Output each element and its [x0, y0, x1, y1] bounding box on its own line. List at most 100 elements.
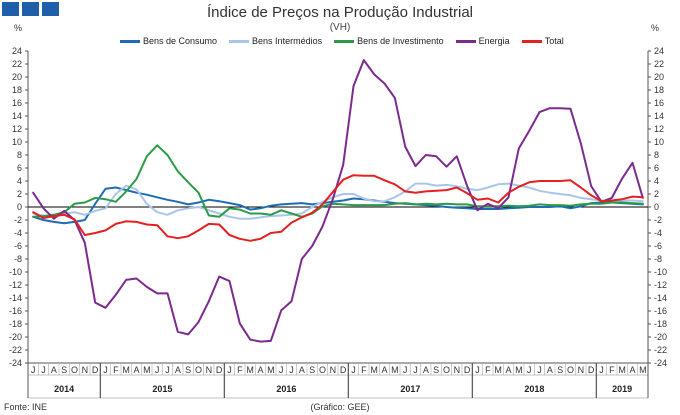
y-tick-label-right: -24 [654, 358, 667, 368]
y-tick-label-left: -12 [9, 280, 22, 290]
year-label: 2015 [152, 384, 172, 394]
x-tick-label: O [567, 365, 574, 375]
y-tick-label-left: 10 [12, 137, 22, 147]
logo-block-3 [42, 2, 59, 16]
y-tick-label-right: -4 [654, 228, 662, 238]
y-tick-label-left: -24 [9, 358, 22, 368]
x-tick-label: F [609, 365, 615, 375]
chart-legend: Bens de Consumo Bens Intermédios Bens de I… [120, 36, 564, 46]
x-tick-label: M [515, 365, 523, 375]
x-tick-label: A [51, 365, 57, 375]
legend-item: Bens de Consumo [120, 36, 217, 46]
y-unit-right: % [651, 23, 660, 33]
legend-label: Bens de Consumo [143, 36, 218, 46]
y-tick-label-right: -20 [654, 332, 667, 342]
x-tick-label: S [185, 365, 191, 375]
y-tick-label-left: -2 [14, 215, 22, 225]
y-tick-label-left: -14 [9, 293, 22, 303]
x-tick-label: J [289, 365, 294, 375]
y-tick-label-left: -22 [9, 345, 22, 355]
x-tick-label: S [61, 365, 67, 375]
y-tick-label-left: -10 [9, 267, 22, 277]
x-tick-label: J [527, 365, 532, 375]
x-tick-label: A [381, 365, 387, 375]
y-tick-label-right: 10 [654, 137, 664, 147]
y-tick-label-left: 6 [17, 163, 22, 173]
x-tick-label: N [454, 365, 461, 375]
y-tick-label-left: 4 [17, 176, 22, 186]
logo-block-1 [2, 2, 19, 16]
legend-item: Bens de Investimento [334, 36, 444, 46]
x-tick-label: M [494, 365, 502, 375]
series-line-total [32, 174, 644, 242]
legend-label: Bens Intermédios [252, 36, 323, 46]
x-tick-label: M [122, 365, 130, 375]
x-tick-label: A [505, 365, 511, 375]
chart-title: Índice de Preços na Produção Industrial [207, 4, 473, 21]
x-tick-label: J [155, 365, 160, 375]
x-tick-label: O [195, 365, 202, 375]
legend-swatch [229, 39, 250, 43]
y-tick-label-right: 24 [654, 46, 664, 56]
x-tick-label: A [423, 365, 429, 375]
x-tick-label: D [588, 365, 595, 375]
x-tick-label: A [629, 365, 635, 375]
y-tick-label-left: -18 [9, 319, 22, 329]
x-tick-label: A [175, 365, 181, 375]
legend-swatch [334, 39, 355, 43]
legend-label: Energia [478, 36, 510, 46]
y-tick-label-right: -2 [654, 215, 662, 225]
x-tick-label: O [443, 365, 450, 375]
series-line-bens-de-investimento [32, 144, 644, 218]
x-tick-label: J [227, 365, 232, 375]
x-tick-label: S [557, 365, 563, 375]
y-tick-label-right: 16 [654, 98, 664, 108]
y-tick-label-left: 8 [17, 150, 22, 160]
x-tick-label: N [330, 365, 337, 375]
x-tick-label: D [92, 365, 99, 375]
y-tick-label-right: -8 [654, 254, 662, 264]
x-tick-label: J [413, 365, 418, 375]
legend-swatch [521, 39, 542, 43]
x-tick-label: M [618, 365, 626, 375]
x-tick-label: M [370, 365, 378, 375]
x-tick-label: M [639, 365, 647, 375]
y-tick-label-left: 14 [12, 111, 22, 121]
y-tick-label-left: -4 [14, 228, 22, 238]
y-tick-label-right: 8 [654, 150, 659, 160]
y-tick-label-right: 2 [654, 189, 659, 199]
y-tick-label-right: 12 [654, 124, 664, 134]
x-tick-label: M [143, 365, 151, 375]
y-tick-label-left: -20 [9, 332, 22, 342]
y-tick-label-right: 4 [654, 176, 659, 186]
x-tick-label: F [113, 365, 119, 375]
x-tick-label: O [71, 365, 78, 375]
y-tick-label-left: 20 [12, 72, 22, 82]
x-tick-label: J [599, 365, 604, 375]
y-tick-label-left: 16 [12, 98, 22, 108]
y-unit-left: % [14, 23, 23, 33]
x-tick-label: A [257, 365, 263, 375]
x-tick-label: J [103, 365, 108, 375]
y-tick-label-right: 14 [654, 111, 664, 121]
year-label: 2016 [276, 384, 296, 394]
y-tick-label-right: -6 [654, 241, 662, 251]
y-tick-label-right: -10 [654, 267, 667, 277]
x-tick-label: J [475, 365, 480, 375]
y-tick-label-right: 18 [654, 85, 664, 95]
y-tick-label-right: -12 [654, 280, 667, 290]
series-line-bens-de-consumo [32, 186, 644, 225]
y-tick-label-left: 18 [12, 85, 22, 95]
x-tick-label: J [279, 365, 284, 375]
series-line-energia [32, 59, 644, 343]
y-tick-label-left: 2 [17, 189, 22, 199]
x-tick-label: J [165, 365, 170, 375]
logo-block-2 [22, 2, 39, 16]
y-tick-label-right: 22 [654, 59, 664, 69]
x-tick-label: F [485, 365, 491, 375]
legend-swatch [120, 39, 140, 43]
x-tick-label: F [361, 365, 367, 375]
y-tick-label-left: -8 [14, 254, 22, 264]
x-tick-label: J [41, 365, 46, 375]
